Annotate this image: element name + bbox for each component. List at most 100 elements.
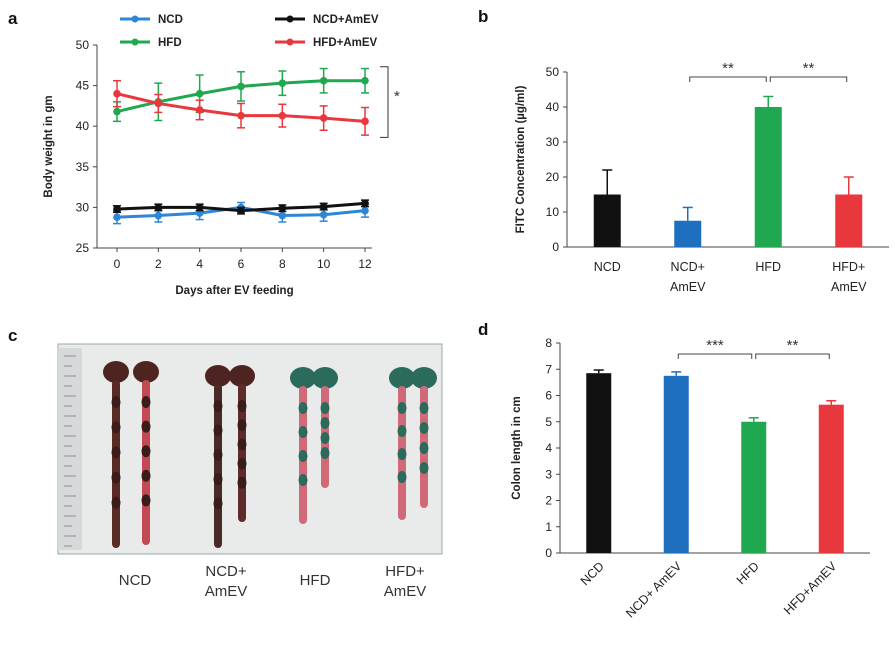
legend-swatch-marker: [286, 38, 294, 46]
line-chart-body-weight: 25 30 35 40 45 50 0 2 4 6 8 10 12 Days after EV feedi…: [43, 14, 400, 297]
fecal-pellet: [397, 425, 407, 437]
legend-swatch-marker: [286, 15, 294, 23]
x-tick-label: NCD: [578, 559, 607, 588]
y-tick-label: 40: [546, 100, 560, 114]
bracket-line: [677, 353, 753, 359]
x-tick-label: 0: [114, 257, 121, 271]
photo-label-hfd-amev-line2: AmEV: [384, 583, 427, 600]
significance-label: *: [394, 88, 400, 105]
legend-label: NCD: [158, 14, 183, 26]
cecum: [205, 365, 231, 387]
x-tick-label: 6: [238, 257, 245, 271]
fecal-pellet: [213, 448, 223, 461]
cecum: [133, 361, 159, 383]
x-tick-label: NCD+ AmEV: [623, 559, 685, 621]
x-tick-label-line2: AmEV: [831, 280, 867, 294]
fecal-pellet: [111, 471, 121, 484]
fecal-pellet: [141, 494, 151, 507]
significance-label: **: [787, 337, 799, 354]
y-axis-title: FITC Concentration (µg/ml): [515, 85, 527, 233]
significance-bracket: *: [380, 66, 400, 138]
data-point: [278, 204, 287, 213]
legend-item-ncd: NCD: [120, 14, 183, 26]
photo-label-ncd-amev-line2: AmEV: [205, 583, 248, 600]
bracket-line: [755, 353, 830, 359]
fecal-pellet: [237, 438, 247, 451]
fecal-pellet: [397, 471, 407, 483]
x-tick-label: HFD: [755, 260, 781, 274]
significance-bracket: **: [769, 60, 848, 82]
bar: [674, 220, 702, 247]
x-tick-label: 12: [358, 257, 372, 271]
y-axis-title: Colon length in cm: [511, 396, 523, 500]
photo-label-ncd-amev-line1: NCD+: [205, 563, 246, 580]
bar-chart-colon-length: 0 1 2 3 4 5 6 7 8 Colon length in cm NCD NCD+ AmEV H…: [511, 336, 870, 620]
fecal-pellet: [213, 400, 223, 412]
significance-bracket: **: [755, 337, 830, 359]
fecal-pellet: [419, 402, 429, 414]
fecal-pellet: [320, 417, 330, 429]
bar: [593, 194, 621, 247]
significance-label: ***: [706, 337, 724, 354]
y-tick-label: 1: [545, 520, 552, 534]
y-tick-label: 4: [545, 441, 552, 455]
panel-letter-b: b: [478, 7, 488, 26]
data-point: [113, 89, 121, 98]
y-tick-label: 40: [76, 119, 90, 133]
y-tick-label: 0: [545, 546, 552, 560]
photo-label-hfd-amev-line1: HFD+: [385, 563, 425, 580]
significance-label: **: [722, 60, 734, 77]
data-point: [113, 213, 121, 221]
y-tick-label: 50: [546, 65, 560, 79]
x-tick-label: 8: [279, 257, 286, 271]
data-point: [361, 117, 369, 126]
panel-letter-a: a: [8, 9, 18, 28]
fecal-pellet: [141, 420, 151, 433]
panel-letter-d: d: [478, 320, 488, 339]
y-tick-label: 30: [546, 135, 560, 149]
photo-ruler: [58, 348, 82, 550]
y-tick-label: 10: [546, 205, 560, 219]
data-point: [361, 206, 369, 215]
cecum: [389, 367, 415, 389]
photo-label-hfd: HFD: [300, 572, 331, 589]
fecal-pellet: [111, 446, 121, 459]
fecal-pellet: [397, 402, 407, 414]
data-point: [154, 211, 163, 220]
fecal-pellet: [298, 474, 308, 486]
ruler-ticks: [64, 355, 76, 547]
x-tick-label: HFD: [734, 559, 762, 587]
fecal-pellet: [111, 421, 121, 434]
bracket-line: [380, 66, 389, 138]
y-tick-label: 8: [545, 336, 552, 350]
data-point: [237, 111, 245, 120]
fecal-pellet: [320, 447, 330, 459]
legend-item-ncd-amev: NCD+AmEV: [275, 14, 379, 26]
series-hfd-amev: [113, 79, 369, 136]
fecal-pellet: [111, 396, 121, 408]
bar: [818, 404, 844, 553]
fecal-pellet: [141, 469, 151, 482]
x-tick-label: NCD+: [671, 260, 705, 274]
legend-item-hfd-amev: HFD+AmEV: [275, 37, 378, 49]
photo-label-ncd: NCD: [119, 572, 152, 589]
legend-swatch-marker: [131, 15, 139, 23]
colon-photograph: [57, 343, 443, 555]
bracket-line: [769, 76, 848, 82]
x-tick-label: HFD+AmEV: [781, 559, 840, 618]
bar: [835, 194, 863, 247]
bar: [754, 107, 782, 247]
fecal-pellet: [237, 457, 247, 470]
legend-item-hfd: HFD: [120, 37, 182, 49]
data-point: [319, 210, 328, 219]
data-point: [195, 89, 204, 98]
data-point: [319, 114, 328, 122]
data-point: [278, 211, 287, 220]
bar: [663, 375, 689, 553]
fecal-pellet: [111, 496, 121, 509]
cecum: [411, 367, 437, 389]
fecal-pellet: [419, 422, 429, 434]
cecum: [103, 361, 129, 383]
data-point: [278, 111, 287, 120]
y-tick-label: 0: [552, 240, 559, 254]
